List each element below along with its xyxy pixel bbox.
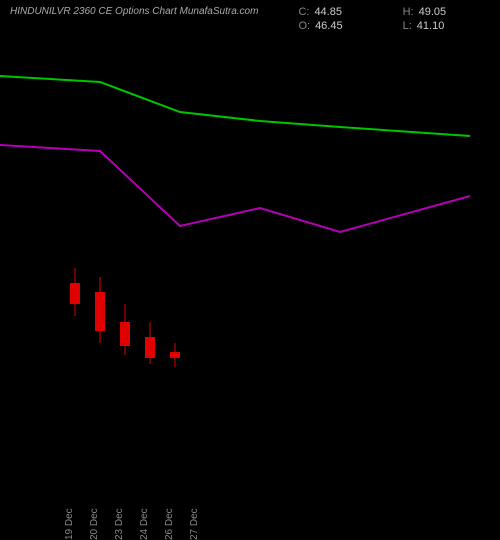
- ohlc-high: H: 49.05: [403, 6, 447, 18]
- x-tick-label: 24 Dec: [139, 490, 150, 540]
- ohlc-block: C: 44.85 H: 49.05 O: 46.45 L: 41.10: [298, 6, 446, 32]
- x-tick-label: 27 Dec: [189, 490, 200, 540]
- x-tick-label: 19 Dec: [64, 490, 75, 540]
- x-tick-label: 23 Dec: [114, 490, 125, 540]
- x-tick-label: 20 Dec: [89, 490, 100, 540]
- x-tick-label: 26 Dec: [164, 490, 175, 540]
- chart-title: HINDUNILVR 2360 CE Options Chart MunafaS…: [10, 6, 258, 32]
- chart-header: HINDUNILVR 2360 CE Options Chart MunafaS…: [10, 6, 490, 32]
- ohlc-low: L: 41.10: [403, 20, 447, 32]
- chart-svg: [0, 40, 470, 430]
- x-axis-labels: 19 Dec20 Dec23 Dec24 Dec26 Dec27 Dec: [0, 435, 470, 490]
- ohlc-close: C: 44.85: [298, 6, 342, 18]
- price-chart: [0, 40, 470, 430]
- ohlc-open: O: 46.45: [298, 20, 342, 32]
